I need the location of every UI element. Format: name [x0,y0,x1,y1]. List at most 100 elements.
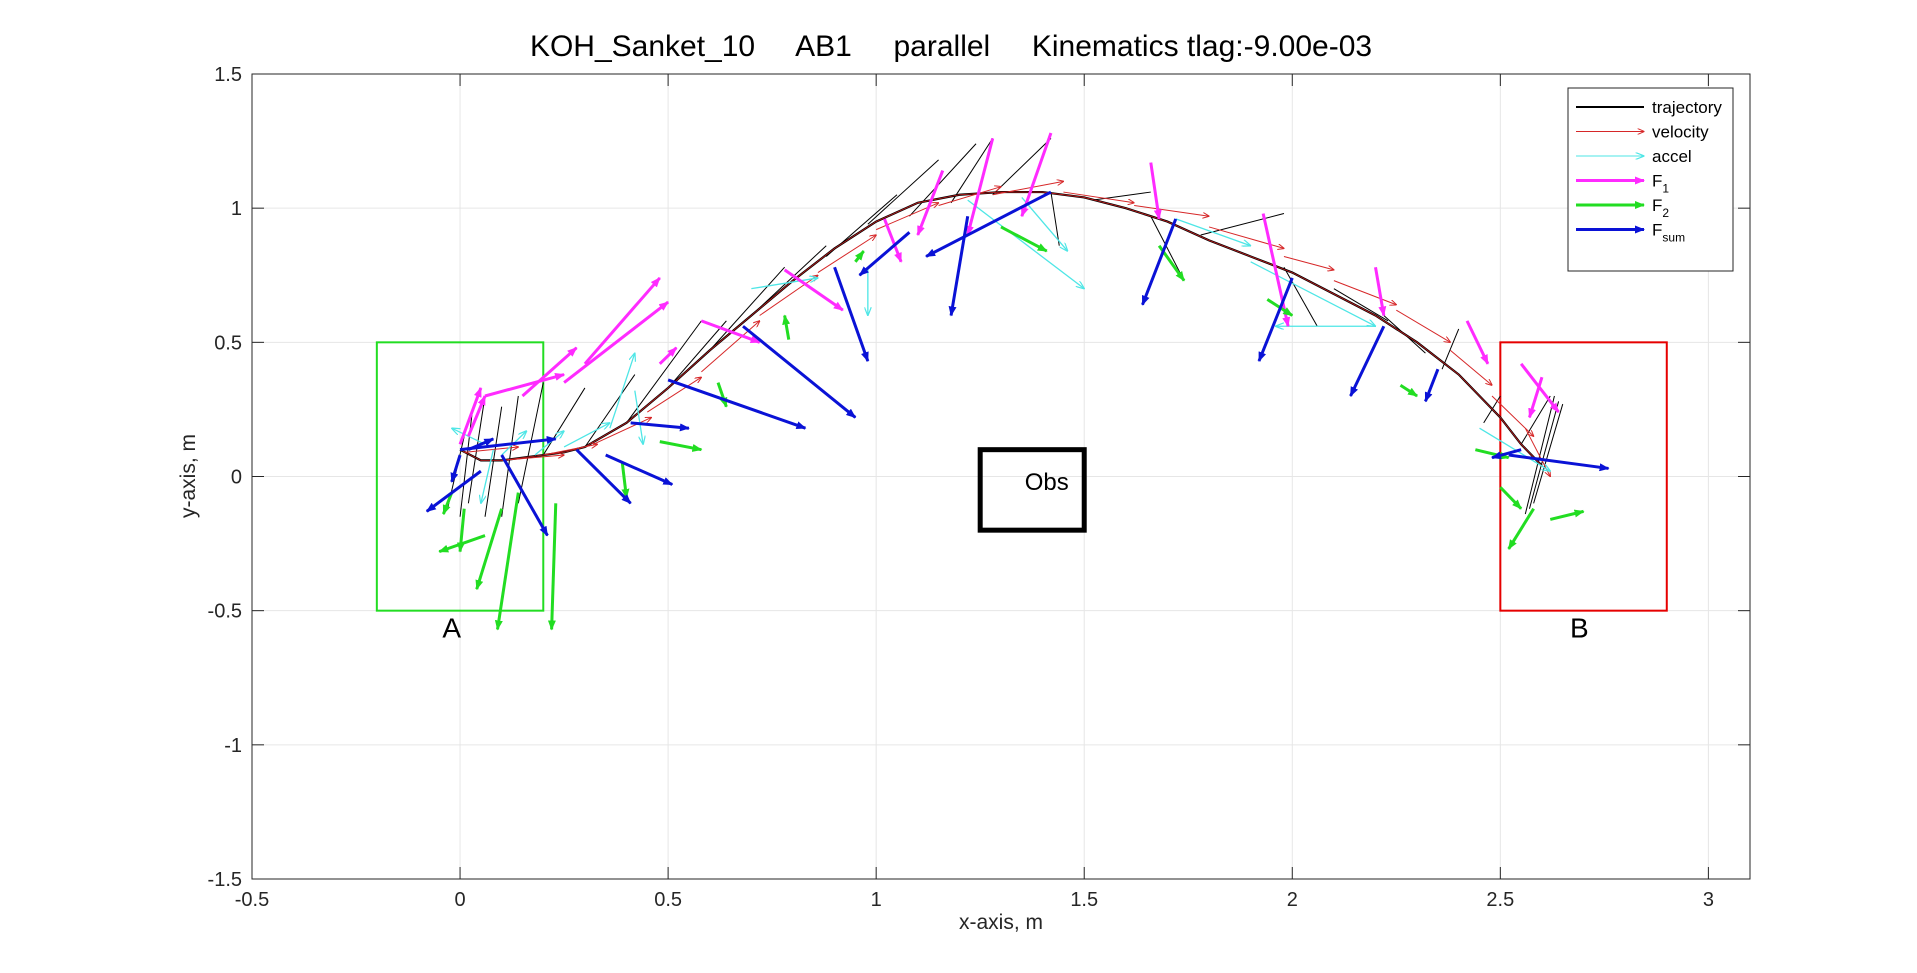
orientation-line [467,395,486,504]
f1-arrow [1528,376,1544,419]
f1-arrow [966,138,995,236]
f2-arrow [1507,507,1535,550]
obstacle-box [977,447,1087,533]
fsum-arrow [1508,453,1610,472]
velocity-arrow [1333,280,1396,305]
y-tick-label: 1 [231,198,242,220]
orientation-line [1524,395,1555,515]
y-tick-label: -1 [224,735,242,757]
y-tick-label: 0.5 [214,332,242,354]
orientation-line [484,406,503,517]
accel-arrow [1021,197,1068,251]
f2-arrow [1399,384,1418,398]
x-axis-label: x-axis, m [959,911,1043,934]
f1-arrow [700,319,761,344]
f1-arrow [466,395,487,437]
fsum-arrow [742,325,857,419]
fsum-arrow [1141,218,1178,306]
x-tick-label: 2 [1287,889,1298,911]
legend-label: accel [1652,147,1692,166]
f2-arrow [438,534,486,554]
velocity-arrow [593,417,651,445]
fsum-arrow [858,231,911,277]
x-tick-label: 0.5 [654,889,682,911]
fsum-arrow [1349,325,1386,397]
y-tick-label: 0 [231,467,242,489]
legend-label-main: accel [1652,147,1692,166]
f2-arrow [1499,486,1523,510]
legend-label-main: F [1652,172,1662,191]
f2-arrow [1549,509,1585,521]
legend-label-subscript: 2 [1662,206,1669,220]
f2-arrow [442,492,454,515]
legend-label-main: velocity [1652,123,1709,142]
chart-title: KOH_Sanket_10 AB1 parallel Kinematics tl… [530,30,1372,63]
x-tick-label: 1.5 [1070,889,1098,911]
accel-arrow [1175,218,1251,246]
f2-arrow [547,503,558,631]
f1-arrow [521,346,578,398]
x-tick-label: -0.5 [235,889,269,911]
fsum-arrow [575,448,632,505]
obstacle-label: Obs [1025,469,1069,496]
velocity-arrow [1396,309,1450,342]
velocity-arrow [543,444,597,456]
axis-ticks [251,73,1750,880]
legend-label: F2 [1652,196,1669,220]
x-tick-label: 2.5 [1486,889,1514,911]
accel-arrow [967,199,1085,289]
f1-arrow [1020,132,1053,218]
f2-arrow [475,508,504,591]
orientation-line [709,266,785,351]
f2-arrow [854,250,865,263]
y-tick-label: -0.5 [208,601,242,623]
fsum-arrow [605,453,674,486]
velocity-arrow [1491,395,1534,436]
accel-arrow [751,278,818,290]
orientation-line [667,320,727,389]
velocity-arrow [817,235,876,273]
fsum-arrow [450,454,462,483]
fsum-arrow [1424,368,1440,403]
orientation-line [1528,401,1560,509]
y-axis-label: y-axis, m [177,434,200,518]
fsum-arrow [948,215,970,317]
velocity-arrow [701,321,759,373]
goal-box-label: B [1570,613,1589,644]
legend-label: trajectory [1652,98,1722,117]
legend-label-subscript: sum [1662,231,1685,245]
accel-arrow [634,390,643,445]
y-tick-label: 1.5 [214,64,242,86]
f2-arrow [659,440,703,452]
orientation-line [950,138,994,204]
f1-arrow [563,300,670,384]
orientation-line [1200,213,1285,236]
accel-arrow [1250,261,1376,326]
legend-label: Fsum [1652,221,1685,245]
fsum-arrow [459,435,557,452]
start-box-label: A [442,613,461,644]
legend-label-main: F [1652,221,1662,240]
fsum-arrow [1491,448,1522,460]
orientation-line [1092,191,1151,201]
f1-arrow [883,218,903,263]
orientation-line [909,143,977,217]
f2-arrow [716,382,728,408]
fsum-arrow [1257,277,1294,363]
f1-arrow [1465,320,1490,365]
annotations: A B Obs [375,341,1668,644]
velocity-arrow [647,377,701,413]
velocity-arrow [1283,255,1334,269]
accel-arrow [481,449,494,504]
orientation-line [1283,266,1318,327]
velocity-arrow [501,455,564,461]
orientation-line [626,320,702,424]
velocity-arrow [1063,191,1134,203]
f1-arrow [583,276,661,365]
orientation-line [584,374,636,448]
start-box [375,341,545,612]
velocity-arrow [938,187,1001,206]
fsum-arrow [630,421,690,432]
f2-arrow [1000,225,1048,253]
